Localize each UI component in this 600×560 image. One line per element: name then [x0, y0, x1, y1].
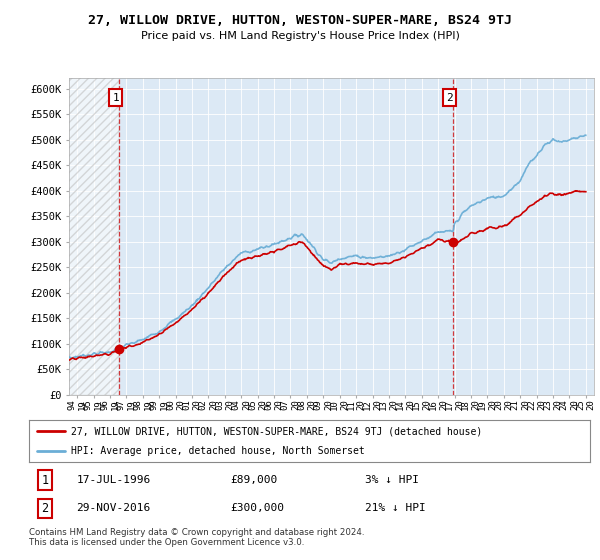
Text: Contains HM Land Registry data © Crown copyright and database right 2024.
This d: Contains HM Land Registry data © Crown c…	[29, 528, 364, 547]
Text: 2: 2	[446, 93, 453, 103]
Text: 17-JUL-1996: 17-JUL-1996	[76, 475, 151, 485]
Text: 27, WILLOW DRIVE, HUTTON, WESTON-SUPER-MARE, BS24 9TJ (detached house): 27, WILLOW DRIVE, HUTTON, WESTON-SUPER-M…	[71, 426, 482, 436]
Text: £89,000: £89,000	[231, 475, 278, 485]
Text: HPI: Average price, detached house, North Somerset: HPI: Average price, detached house, Nort…	[71, 446, 365, 456]
Text: 3% ↓ HPI: 3% ↓ HPI	[365, 475, 419, 485]
Text: Price paid vs. HM Land Registry's House Price Index (HPI): Price paid vs. HM Land Registry's House …	[140, 31, 460, 41]
Text: 2: 2	[41, 502, 48, 515]
Bar	[69, 78, 119, 395]
Text: £300,000: £300,000	[231, 503, 285, 514]
Text: 1: 1	[41, 474, 48, 487]
Text: 1: 1	[112, 93, 119, 103]
Text: 21% ↓ HPI: 21% ↓ HPI	[365, 503, 426, 514]
Text: 27, WILLOW DRIVE, HUTTON, WESTON-SUPER-MARE, BS24 9TJ: 27, WILLOW DRIVE, HUTTON, WESTON-SUPER-M…	[88, 14, 512, 27]
Text: 29-NOV-2016: 29-NOV-2016	[76, 503, 151, 514]
